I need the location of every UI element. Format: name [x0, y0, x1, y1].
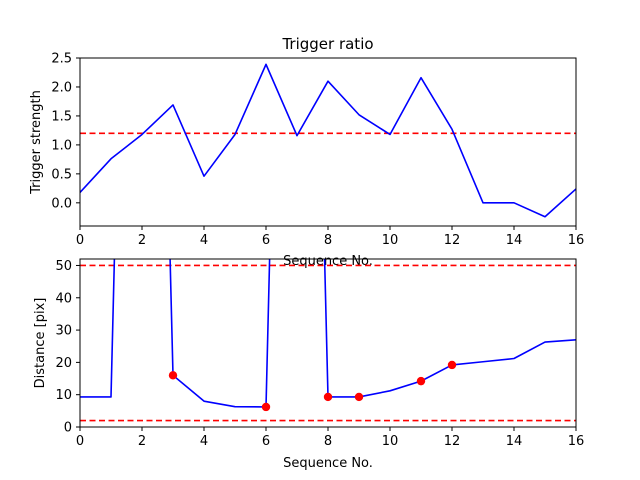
y-tick-label: 0.5	[51, 167, 72, 182]
y-tick-label: 0.0	[51, 196, 72, 211]
x-tick-label: 4	[200, 434, 208, 449]
x-tick-label: 12	[444, 434, 461, 449]
x-axis-label: Sequence No.	[283, 456, 373, 471]
x-tick-label: 10	[382, 233, 399, 248]
data-point	[354, 392, 364, 402]
plot-area: 0 2 4 6 8 10 12 14 16 0 10 20 30 40 50	[55, 258, 585, 449]
y-tick-label: 20	[55, 356, 72, 371]
y-tick-label: 50	[55, 259, 72, 274]
x-tick-label: 4	[200, 233, 208, 248]
x-axis-label: Sequence No.	[283, 254, 373, 269]
x-tick-label: 6	[262, 233, 270, 248]
data-point	[447, 360, 457, 370]
series-group	[80, 63, 576, 218]
y-tick-label: 2.5	[51, 52, 72, 67]
x-tick-label: 0	[76, 233, 84, 248]
x-tick-label: 2	[138, 233, 146, 248]
y-axis-label: Trigger strength	[29, 90, 44, 195]
series-group	[80, 259, 576, 422]
x-tick-label: 16	[568, 434, 585, 449]
x-tick-label: 16	[568, 233, 585, 248]
y-tick-label: 10	[55, 388, 72, 403]
series-line	[80, 63, 576, 218]
x-tick-label: 2	[138, 434, 146, 449]
x-tick-label: 10	[382, 434, 399, 449]
y-tick-label: 40	[55, 291, 72, 306]
data-point	[416, 376, 426, 386]
x-tick-label: 14	[506, 434, 523, 449]
plot-area: 0 2 4 6 8 10 12 14 16 0.0 0.5 1.0 1.5 2.0 2.5	[51, 52, 584, 249]
y-tick-label: 30	[55, 324, 72, 339]
data-point	[261, 402, 271, 412]
x-tick-label: 14	[506, 233, 523, 248]
x-tick-label: 12	[444, 233, 461, 248]
x-tick-label: 8	[324, 434, 332, 449]
y-tick-label: 0	[64, 421, 72, 436]
x-tick-label: 8	[324, 233, 332, 248]
y-axis-label: Distance [pix]	[33, 298, 48, 389]
data-point	[168, 371, 178, 380]
x-tick-label: 0	[76, 434, 84, 449]
y-tick-label: 2.0	[51, 80, 72, 95]
x-tick-label: 6	[262, 434, 270, 449]
y-tick-label: 1.0	[51, 138, 72, 153]
chart-title: Trigger ratio	[281, 35, 373, 53]
y-tick-label: 1.5	[51, 109, 72, 124]
data-point	[323, 392, 333, 402]
